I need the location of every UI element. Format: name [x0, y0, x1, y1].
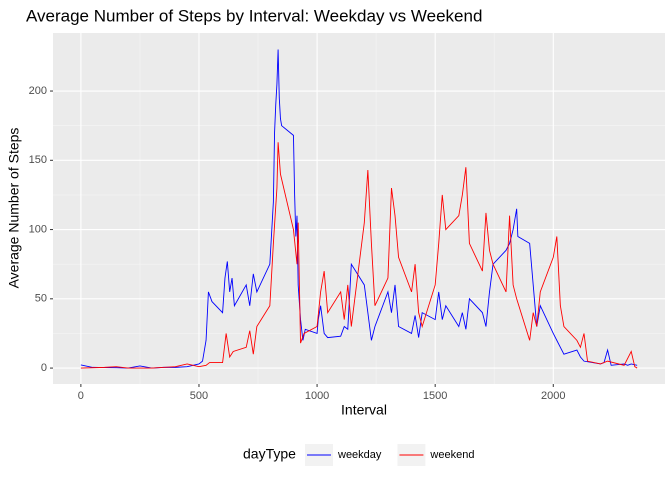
y-tick-label: 0: [41, 362, 47, 374]
x-tick-label: 1500: [423, 390, 447, 402]
y-tick-label: 100: [29, 223, 47, 235]
plot-background: [53, 33, 665, 384]
y-tick-label: 200: [29, 85, 47, 97]
chart-title: Average Number of Steps by Interval: Wee…: [26, 6, 482, 25]
x-tick-label: 2000: [541, 390, 565, 402]
series-line: [80, 49, 638, 369]
x-axis-label: Interval: [341, 402, 387, 418]
y-axis-label: Average Number of Steps: [6, 128, 22, 289]
legend-title: dayType: [243, 446, 296, 462]
x-tick-label: 500: [190, 390, 208, 402]
x-tick-label: 0: [78, 390, 84, 402]
y-tick-label: 50: [35, 293, 47, 305]
y-tick-label: 150: [29, 154, 47, 166]
legend-label: weekday: [337, 449, 382, 461]
legend-label: weekend: [429, 449, 474, 461]
series-line: [80, 142, 638, 369]
x-tick-label: 1000: [305, 390, 329, 402]
